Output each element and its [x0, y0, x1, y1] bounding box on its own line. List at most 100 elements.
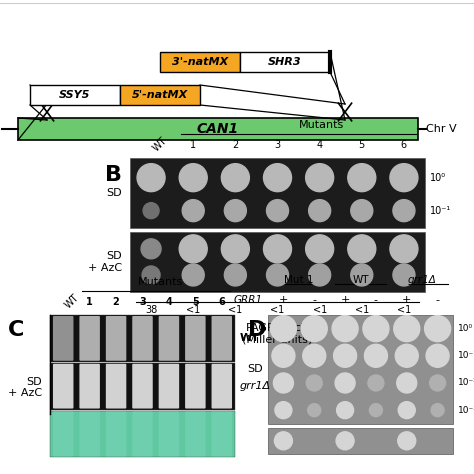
Text: GRR1: GRR1 [234, 295, 263, 305]
Text: 5: 5 [359, 140, 365, 150]
Circle shape [179, 164, 207, 191]
Circle shape [306, 164, 334, 191]
Circle shape [308, 404, 321, 417]
Text: B: B [105, 165, 122, 185]
Text: 3: 3 [139, 297, 146, 307]
Text: 3: 3 [274, 140, 281, 150]
Text: 10⁻¹: 10⁻¹ [430, 206, 451, 216]
FancyBboxPatch shape [159, 411, 179, 456]
Circle shape [398, 432, 416, 450]
Text: Mut 1: Mut 1 [284, 275, 314, 285]
Circle shape [224, 200, 246, 222]
Circle shape [351, 200, 373, 222]
Bar [50, 363, 235, 410]
FancyBboxPatch shape [159, 316, 179, 361]
Text: <1: <1 [397, 305, 411, 315]
Circle shape [369, 404, 383, 417]
Circle shape [394, 316, 420, 342]
Text: SSY5: SSY5 [59, 90, 91, 100]
FancyBboxPatch shape [132, 411, 153, 456]
Text: 10⁻²: 10⁻² [458, 378, 474, 387]
Circle shape [306, 235, 334, 263]
Text: <1: <1 [312, 305, 327, 315]
Bar [160, 52, 240, 72]
Text: -: - [374, 295, 378, 305]
Bar [50, 410, 235, 457]
Circle shape [303, 344, 326, 367]
Circle shape [264, 164, 292, 191]
Text: 1: 1 [190, 140, 196, 150]
Text: 1: 1 [86, 297, 93, 307]
Circle shape [141, 239, 161, 259]
Text: SHR3: SHR3 [268, 57, 302, 67]
Circle shape [351, 264, 373, 286]
Text: 5: 5 [192, 297, 199, 307]
Circle shape [334, 344, 356, 367]
Circle shape [393, 200, 415, 222]
Text: <1: <1 [228, 305, 243, 315]
FancyBboxPatch shape [159, 364, 179, 409]
Circle shape [221, 235, 249, 263]
Circle shape [306, 375, 322, 391]
Text: WT: WT [151, 135, 169, 153]
Text: PAGP1-lacZ
(Miller units): PAGP1-lacZ (Miller units) [242, 323, 313, 345]
FancyBboxPatch shape [106, 364, 127, 409]
Circle shape [429, 375, 446, 391]
Bar [130, 158, 425, 228]
Text: 4: 4 [165, 297, 173, 307]
Circle shape [275, 401, 292, 419]
Text: 10⁰: 10⁰ [458, 324, 473, 333]
Text: SD
+ AzC: SD + AzC [8, 377, 42, 398]
Circle shape [365, 344, 387, 367]
Text: SD: SD [247, 365, 263, 374]
Circle shape [337, 401, 354, 419]
Circle shape [301, 316, 327, 342]
Text: 10⁰: 10⁰ [430, 173, 446, 182]
FancyBboxPatch shape [79, 316, 100, 361]
FancyBboxPatch shape [53, 411, 73, 456]
Circle shape [390, 235, 418, 263]
Text: SD
+ AzC: SD + AzC [88, 251, 122, 273]
FancyBboxPatch shape [211, 364, 232, 409]
FancyBboxPatch shape [53, 364, 73, 409]
FancyBboxPatch shape [79, 364, 100, 409]
Text: 2: 2 [113, 297, 119, 307]
Circle shape [272, 344, 295, 367]
Text: -: - [312, 295, 316, 305]
Text: grr1Δ: grr1Δ [240, 381, 271, 391]
Bar [268, 315, 453, 424]
Text: 6: 6 [401, 140, 407, 150]
Text: 38: 38 [145, 305, 157, 315]
Bar [268, 428, 453, 454]
Circle shape [309, 264, 331, 286]
Circle shape [348, 164, 376, 191]
Circle shape [425, 316, 451, 342]
Circle shape [266, 200, 289, 222]
FancyBboxPatch shape [106, 316, 127, 361]
Circle shape [266, 264, 289, 286]
Text: D: D [248, 320, 266, 340]
Text: SD: SD [106, 188, 122, 198]
Circle shape [397, 373, 417, 393]
FancyBboxPatch shape [185, 364, 206, 409]
Text: +: + [340, 295, 350, 305]
Circle shape [270, 316, 296, 342]
Text: C: C [8, 320, 24, 340]
Circle shape [363, 316, 389, 342]
Circle shape [137, 164, 165, 191]
FancyBboxPatch shape [132, 364, 153, 409]
FancyBboxPatch shape [106, 411, 127, 456]
Circle shape [431, 404, 444, 417]
Circle shape [348, 235, 376, 263]
Text: 3'-natMX: 3'-natMX [172, 57, 228, 67]
Text: -: - [436, 295, 439, 305]
Circle shape [426, 344, 449, 367]
Text: 2: 2 [232, 140, 238, 150]
Circle shape [398, 401, 415, 419]
Text: Mutants: Mutants [138, 277, 183, 287]
Circle shape [390, 164, 418, 191]
Text: grr1Δ: grr1Δ [408, 275, 437, 285]
Circle shape [332, 316, 358, 342]
Bar [50, 315, 235, 362]
Circle shape [368, 375, 384, 391]
